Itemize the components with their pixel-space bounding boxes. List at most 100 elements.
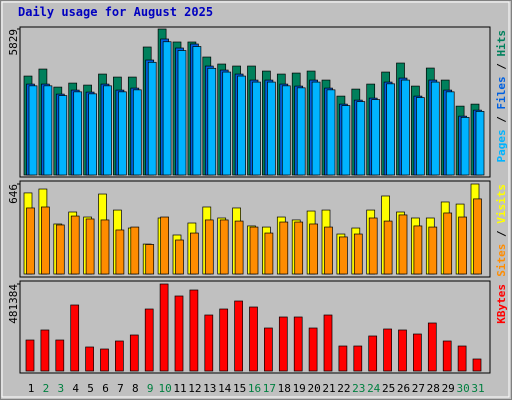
bar [427, 322, 437, 372]
bar [40, 329, 50, 372]
bar [324, 226, 333, 275]
bar [430, 81, 440, 176]
x-tick-label: 30 [456, 382, 469, 395]
bar [445, 91, 455, 176]
bar [472, 358, 482, 372]
bar [368, 217, 378, 275]
bar [458, 216, 467, 275]
legend-separator: / [495, 57, 508, 77]
bar [323, 314, 333, 372]
x-tick-label: 24 [367, 382, 381, 395]
legend-separator: / [495, 110, 508, 130]
bar [115, 229, 125, 275]
x-tick-label: 7 [117, 382, 124, 395]
bar [204, 314, 214, 372]
bar [264, 327, 273, 372]
x-tick-label: 11 [173, 382, 186, 395]
bar [192, 46, 202, 176]
x-tick-label: 29 [442, 382, 455, 395]
bar [473, 198, 482, 275]
bar [55, 339, 65, 372]
x-tick-label: 9 [147, 382, 154, 395]
bar [234, 300, 243, 372]
bar [73, 91, 83, 176]
bar [326, 89, 336, 176]
bar [28, 85, 38, 176]
bar [356, 101, 366, 176]
x-tick-label: 19 [293, 382, 306, 395]
x-tick-label: 16 [248, 382, 261, 395]
legend: KBytes [495, 284, 508, 324]
bar [222, 71, 232, 176]
x-tick-label: 17 [263, 382, 276, 395]
bar [132, 89, 142, 176]
x-tick-label: 15 [233, 382, 246, 395]
bar [88, 93, 97, 176]
chart-title: Daily usage for August 2025 [18, 5, 213, 19]
legend: Sites / Visits [495, 184, 508, 277]
bar [460, 117, 470, 176]
x-tick-label: 28 [427, 382, 440, 395]
bar [398, 214, 408, 275]
bar [311, 81, 321, 176]
bar [339, 236, 348, 275]
bar [383, 328, 392, 372]
bar [249, 226, 259, 275]
bar [398, 329, 407, 372]
bar [219, 308, 229, 372]
bar [368, 335, 378, 372]
bar [413, 225, 423, 275]
x-tick-label: 18 [278, 382, 291, 395]
bar [103, 85, 112, 176]
x-tick-label: 2 [43, 382, 50, 395]
bar [100, 348, 109, 372]
bar [383, 220, 393, 275]
bar [293, 316, 303, 372]
bar [267, 81, 276, 176]
bar [118, 91, 127, 176]
bar [442, 340, 452, 372]
bar [58, 95, 68, 176]
x-tick-label: 10 [158, 382, 171, 395]
x-tick-label: 23 [352, 382, 365, 395]
bar [428, 226, 438, 275]
bar [353, 345, 363, 372]
x-tick-label: 14 [218, 382, 232, 395]
bar [162, 41, 172, 176]
bar [70, 304, 80, 372]
x-tick-label: 6 [102, 382, 109, 395]
bar [338, 345, 348, 372]
bar [308, 327, 318, 372]
bar [55, 224, 65, 275]
bar [279, 221, 289, 275]
x-tick-label: 8 [132, 382, 139, 395]
bar [309, 223, 318, 275]
bar [443, 212, 453, 275]
bar [129, 334, 139, 372]
bar [249, 306, 258, 372]
x-tick-label: 31 [471, 382, 484, 395]
bar [341, 105, 351, 176]
bar [130, 226, 140, 275]
bar [371, 99, 381, 176]
bar [43, 85, 53, 176]
bar [353, 233, 363, 275]
bar [207, 67, 217, 176]
bar [174, 295, 184, 372]
bar [41, 206, 50, 275]
bar [159, 283, 169, 372]
bar [401, 79, 410, 176]
bar [294, 221, 304, 275]
bar [145, 244, 155, 275]
legend-entry: Hits [495, 30, 508, 57]
legend-entry: Pages [495, 129, 508, 162]
bar [278, 316, 288, 372]
bar [115, 340, 124, 372]
bar [189, 289, 199, 372]
bar [147, 61, 157, 176]
x-tick-label: 26 [397, 382, 410, 395]
x-tick-label: 22 [337, 382, 350, 395]
bar [177, 50, 187, 176]
bar [175, 239, 184, 275]
